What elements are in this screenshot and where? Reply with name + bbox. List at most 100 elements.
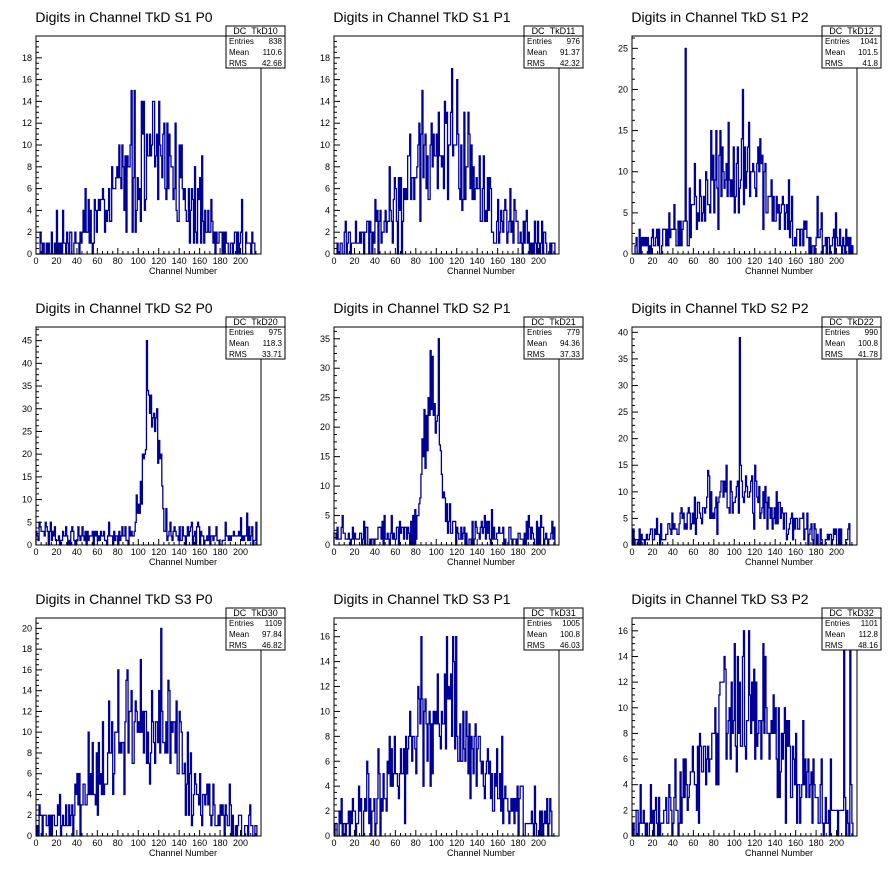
y-tick-label: 8 xyxy=(27,748,32,758)
y-tick-label: 5 xyxy=(325,511,330,521)
x-tick-label: 80 xyxy=(113,547,123,557)
stats-histogram-name: DC_TkD11 xyxy=(532,26,576,36)
histogram-pad: Digits in Channel TkD S3 P00 20 40 60 80 100 1… xyxy=(22,591,286,858)
x-tick-label: 80 xyxy=(411,256,421,266)
histogram-line xyxy=(36,89,257,255)
stats-label-entries: Entries xyxy=(527,328,552,337)
x-tick-label: 100 xyxy=(429,547,444,557)
x-tick-label: 80 xyxy=(411,838,421,848)
y-tick-label: 35 xyxy=(320,334,330,344)
x-tick-label: 200 xyxy=(233,838,248,848)
x-tick-label: 40 xyxy=(72,838,82,848)
histogram-pad: Digits in Channel TkD S3 P20 20 40 60 80 100 1… xyxy=(618,591,882,858)
stats-label-entries: Entries xyxy=(825,619,850,628)
plot-title: Digits in Channel TkD S2 P1 xyxy=(333,300,510,316)
y-tick-label: 25 xyxy=(618,407,628,417)
y-tick-label: 0 xyxy=(325,831,330,841)
histogram-pad: Digits in Channel TkD S1 P10 20 40 60 80 100 1… xyxy=(320,9,584,276)
plot-title: Digits in Channel TkD S3 P1 xyxy=(333,591,510,607)
y-tick-label: 40 xyxy=(618,327,628,337)
stats-value-rms: 42.32 xyxy=(560,59,581,68)
stats-value-entries: 1041 xyxy=(860,37,878,46)
histogram-line xyxy=(35,339,258,546)
x-axis-title: Channel Number xyxy=(149,848,217,858)
x-tick-label: 60 xyxy=(390,838,400,848)
y-tick-label: 0 xyxy=(623,540,628,550)
stats-label-mean: Mean xyxy=(825,630,845,639)
y-tick-label: 16 xyxy=(618,626,628,636)
x-tick-label: 140 xyxy=(768,547,783,557)
y-tick-label: 4 xyxy=(325,205,330,215)
x-tick-label: 120 xyxy=(151,547,166,557)
stats-value-entries: 975 xyxy=(269,328,283,337)
stats-box xyxy=(523,607,584,651)
x-tick-label: 20 xyxy=(349,256,359,266)
x-tick-label: 200 xyxy=(233,256,248,266)
stats-box xyxy=(225,316,286,360)
x-tick-label: 180 xyxy=(213,838,228,848)
y-tick-label: 20 xyxy=(22,623,32,633)
x-tick-label: 160 xyxy=(192,547,207,557)
x-tick-label: 180 xyxy=(511,838,526,848)
x-tick-label: 180 xyxy=(511,547,526,557)
x-axis-title: Channel Number xyxy=(745,557,813,567)
stats-label-rms: RMS xyxy=(527,350,545,359)
y-tick-label: 0 xyxy=(325,540,330,550)
x-tick-label: 120 xyxy=(747,256,762,266)
histogram-line xyxy=(334,68,556,255)
y-tick-label: 15 xyxy=(22,472,32,482)
stats-histogram-name: DC_TkD31 xyxy=(531,608,576,618)
plot-frame xyxy=(35,617,262,837)
histogram-line xyxy=(632,47,854,255)
x-tick-label: 0 xyxy=(629,256,634,266)
x-tick-label: 0 xyxy=(33,547,38,557)
histogram-line xyxy=(334,636,555,837)
plot-frame xyxy=(35,35,262,255)
x-tick-label: 80 xyxy=(709,547,719,557)
stats-box xyxy=(821,607,882,651)
x-tick-label: 20 xyxy=(647,256,657,266)
plot-title: Digits in Channel TkD S1 P1 xyxy=(333,9,510,25)
x-tick-label: 120 xyxy=(449,838,464,848)
y-tick-label: 0 xyxy=(27,249,32,259)
x-tick-label: 140 xyxy=(470,547,485,557)
stats-box xyxy=(523,25,584,69)
y-tick-label: 20 xyxy=(618,84,628,94)
x-tick-label: 200 xyxy=(531,838,546,848)
histogram-line xyxy=(36,627,258,837)
y-tick-label: 8 xyxy=(325,731,330,741)
x-tick-label: 180 xyxy=(809,256,824,266)
x-tick-label: 0 xyxy=(331,547,336,557)
x-tick-label: 100 xyxy=(727,547,742,557)
y-tick-label: 10 xyxy=(320,140,330,150)
y-tick-label: 6 xyxy=(325,756,330,766)
y-tick-label: 0 xyxy=(325,249,330,259)
stats-value-rms: 48.16 xyxy=(858,641,879,650)
y-tick-label: 15 xyxy=(618,460,628,470)
x-axis-title: Channel Number xyxy=(149,557,217,567)
x-tick-label: 200 xyxy=(829,256,844,266)
x-tick-label: 100 xyxy=(727,256,742,266)
y-tick-label: 20 xyxy=(320,422,330,432)
histogram-pad: Digits in Channel TkD S2 P00 20 40 60 80 100 1… xyxy=(22,300,286,567)
y-tick-label: 35 xyxy=(22,381,32,391)
histogram-pad: Digits in Channel TkD S2 P10 20 40 60 80 100 1… xyxy=(320,300,584,567)
stats-label-mean: Mean xyxy=(229,339,249,348)
x-tick-label: 120 xyxy=(449,547,464,557)
plot-title: Digits in Channel TkD S2 P0 xyxy=(35,300,212,316)
stats-label-mean: Mean xyxy=(527,339,547,348)
x-axis-title: Channel Number xyxy=(745,848,813,858)
x-tick-label: 20 xyxy=(349,838,359,848)
y-tick-label: 16 xyxy=(22,75,32,85)
y-tick-label: 10 xyxy=(22,140,32,150)
stats-label-mean: Mean xyxy=(527,48,547,57)
y-tick-label: 10 xyxy=(618,167,628,177)
stats-value-mean: 100.8 xyxy=(858,339,879,348)
y-tick-label: 12 xyxy=(320,118,330,128)
x-tick-label: 160 xyxy=(788,547,803,557)
stats-label-entries: Entries xyxy=(229,619,254,628)
stats-label-mean: Mean xyxy=(825,48,845,57)
x-axis-title: Channel Number xyxy=(745,266,813,276)
x-tick-label: 140 xyxy=(470,256,485,266)
